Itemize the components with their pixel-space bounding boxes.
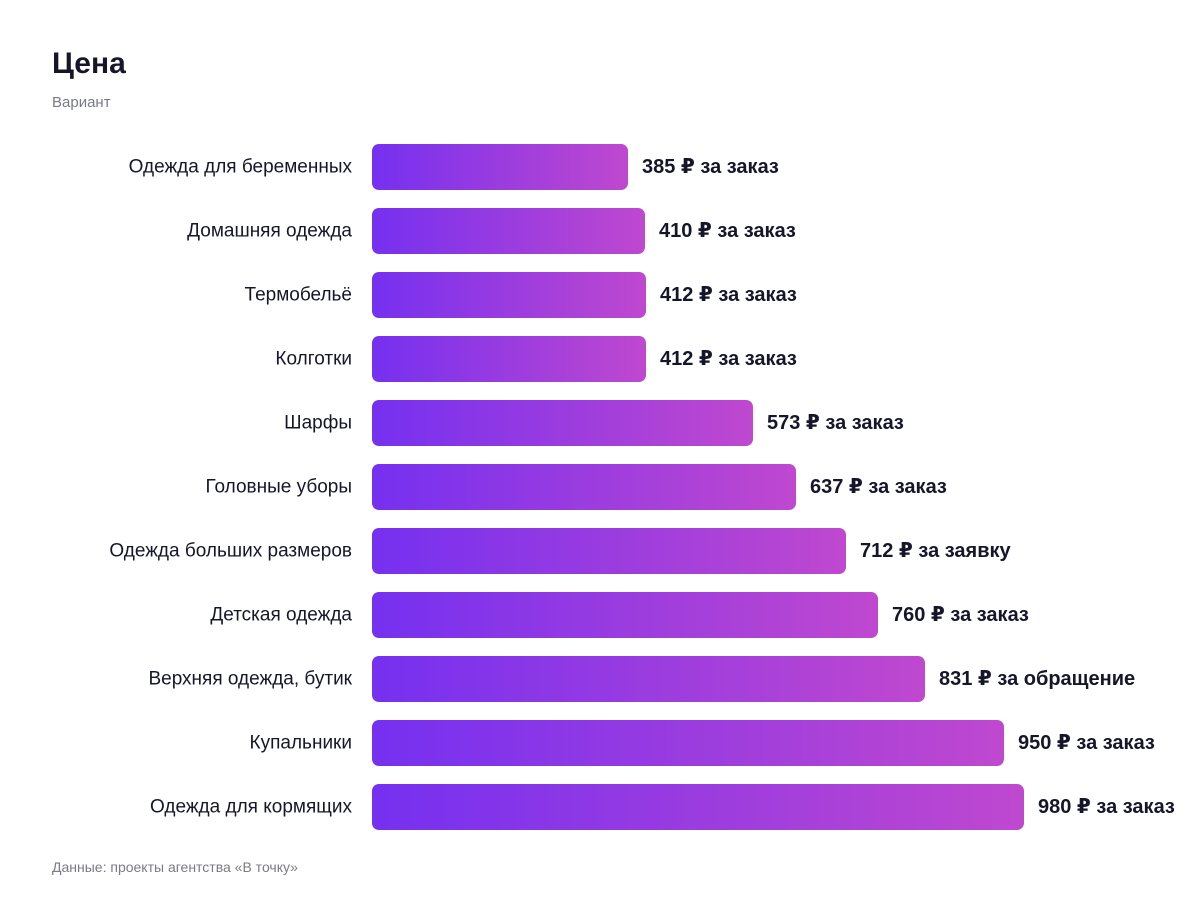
value-label: 637 ₽ за заказ	[810, 476, 947, 498]
chart-title: Цена	[52, 47, 126, 80]
chart-source: Данные: проекты агентства «В точку»	[52, 859, 298, 875]
bar	[372, 208, 645, 254]
chart-subtitle: Вариант	[52, 94, 111, 111]
bar	[372, 144, 628, 190]
category-label: Шарфы	[284, 413, 352, 434]
value-label: 760 ₽ за заказ	[892, 604, 1029, 626]
category-label: Одежда для беременных	[129, 157, 353, 178]
value-label: 412 ₽ за заказ	[660, 348, 797, 370]
value-label: 410 ₽ за заказ	[659, 220, 796, 242]
value-label: 412 ₽ за заказ	[660, 284, 797, 306]
category-label: Головные уборы	[205, 477, 352, 498]
value-label: 573 ₽ за заказ	[767, 412, 904, 434]
bar	[372, 656, 925, 702]
value-label: 385 ₽ за заказ	[642, 156, 779, 178]
category-label: Верхняя одежда, бутик	[148, 669, 352, 690]
category-label: Колготки	[275, 349, 352, 370]
bar	[372, 592, 878, 638]
bar	[372, 400, 753, 446]
bars-group: Одежда для беременных 385 ₽ за заказ Домаш…	[109, 144, 1175, 830]
bar	[372, 528, 846, 574]
value-label: 712 ₽ за заявку	[860, 540, 1012, 562]
value-label: 980 ₽ за заказ	[1038, 796, 1175, 818]
bar	[372, 336, 646, 382]
bar	[372, 720, 1004, 766]
value-label: 831 ₽ за обращение	[939, 668, 1135, 690]
category-label: Термобельё	[245, 285, 352, 306]
category-label: Одежда для кормящих	[150, 797, 352, 818]
category-label: Детская одежда	[210, 605, 352, 626]
bar	[372, 272, 646, 318]
category-label: Домашняя одежда	[187, 221, 352, 242]
bar	[372, 464, 796, 510]
value-label: 950 ₽ за заказ	[1018, 732, 1155, 754]
bar	[372, 784, 1024, 830]
category-label: Купальники	[250, 733, 352, 754]
category-label: Одежда больших размеров	[109, 541, 352, 562]
